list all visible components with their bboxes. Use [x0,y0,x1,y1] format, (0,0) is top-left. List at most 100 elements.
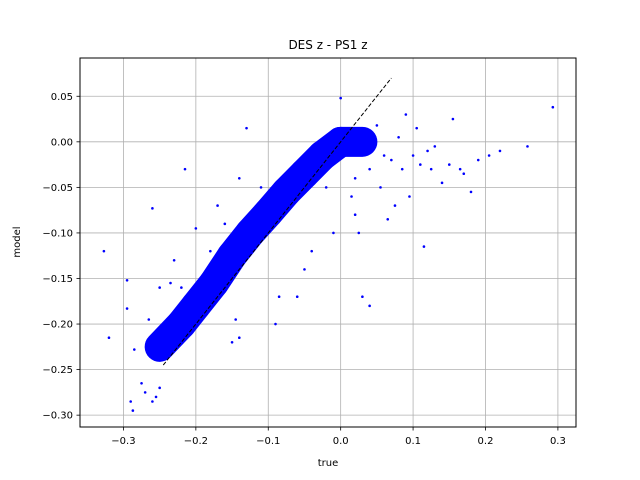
scatter-point [216,204,219,207]
scatter-point [274,322,277,326]
scatter-point [415,126,419,130]
scatter-point [408,195,411,198]
scatter-point [129,400,132,403]
y-tick-label: −0.05 [42,183,73,194]
scatter-point [125,307,129,310]
scatter-point [469,190,473,194]
scatter-point [393,204,397,207]
scatter-point [386,217,390,221]
x-tick-label: −0.3 [111,436,135,447]
chart-title: DES z - PS1 z [288,38,367,52]
scatter-point [400,167,404,171]
plot-frame [79,57,577,428]
scatter-point [353,213,357,217]
scatter-point [371,145,375,148]
scatter-point [194,227,198,230]
scatter-point [451,117,455,121]
scatter-point [440,181,444,185]
scatter-point [390,158,393,162]
scatter-point [303,268,306,271]
scatter-point [379,186,382,189]
scatter-point [172,258,176,262]
scatter-point [102,249,106,253]
y-tick-label: −0.15 [42,274,73,285]
scatter-point [234,318,237,321]
scatter-point [404,113,408,116]
x-tick-label: −0.2 [184,436,208,447]
x-tick-label: −0.1 [256,436,280,447]
scatter-point [277,295,281,299]
scatter-point [230,340,234,344]
y-tick-label: −0.20 [42,320,73,331]
scatter-point [353,176,357,180]
scatter-point [498,149,502,153]
scatter-point [237,176,241,180]
scatter-point [368,304,371,308]
x-tick-label: 0.0 [333,436,349,447]
x-tick-label: 0.1 [405,436,421,447]
scatter-point [169,281,172,285]
y-tick-label: −0.10 [42,228,73,239]
scatter-point [223,222,227,226]
scatter-point [158,286,161,289]
scatter-points [102,96,555,412]
scatter-point [147,318,151,321]
scatter-point [324,186,328,189]
y-tick-label: 0.00 [51,137,73,148]
scatter-point [183,167,187,171]
scatter-point [429,167,433,171]
scatter-point [158,386,161,390]
scatter-point [382,154,386,157]
scatter-point [447,163,451,166]
scatter-point [368,167,371,171]
scatter-point [551,105,555,109]
y-tick-label: −0.25 [42,365,73,376]
scatter-point [237,336,241,340]
scatter-point [209,249,212,253]
scatter-point [125,279,129,282]
scatter-point [151,207,154,210]
scatter-point [361,295,364,299]
x-tick-label: 0.3 [550,436,566,447]
y-axis-label: model [12,226,23,257]
scatter-point [458,167,462,171]
scatter-point [433,145,437,148]
x-axis-ticks: −0.3 −0.2 −0.1 0.0 0.1 0.2 0.3 [111,427,566,447]
scatter-point [107,336,111,340]
y-tick-label: −0.30 [42,411,73,422]
scatter-point [487,154,491,157]
scatter-point [154,395,158,399]
scatter-point [397,135,400,139]
density-band [144,126,378,362]
scatter-point [339,96,342,100]
scatter-point [419,163,422,166]
scatter-point [180,286,183,289]
x-tick-label: 0.2 [478,436,494,447]
scatter-point [140,381,143,385]
scatter-point [165,336,169,340]
scatter-point [259,186,263,189]
scatter-point [357,231,361,235]
y-axis-ticks: −0.30 −0.25 −0.20 −0.15 −0.10 −0.05 0.00 0.05 [42,92,80,422]
scatter-point [133,348,136,351]
scatter-point [143,391,147,394]
scatter-point [245,126,248,130]
scatter-point [375,124,379,127]
scatter-point [131,409,135,412]
scatter-point [426,149,429,153]
scatter-point [350,195,353,198]
reference-line-group [162,77,392,366]
scatter-point [526,145,529,148]
x-axis-label: true [318,458,339,469]
reference-line [162,77,392,366]
scatter-point [411,154,415,157]
scatter-point [295,295,299,299]
scatter-point [476,158,480,162]
y-tick-label: 0.05 [51,92,73,103]
scatter-point [422,245,426,248]
scatter-point [332,231,335,235]
scatter-point [151,400,154,403]
scatter-point [462,172,466,176]
